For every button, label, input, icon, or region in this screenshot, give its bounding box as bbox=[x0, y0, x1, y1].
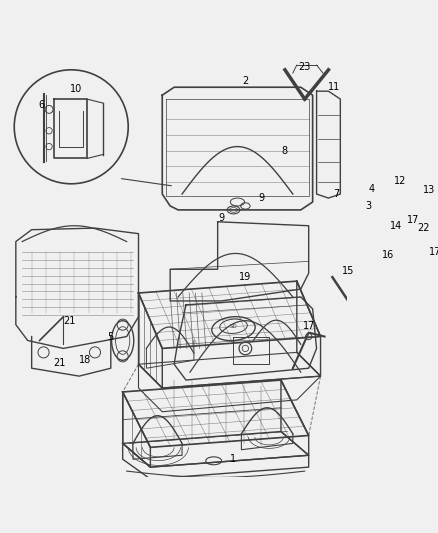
Text: 16: 16 bbox=[381, 250, 394, 260]
Text: 19: 19 bbox=[239, 272, 251, 282]
Text: 17: 17 bbox=[303, 321, 315, 331]
Text: 18: 18 bbox=[79, 356, 92, 365]
Text: 7: 7 bbox=[333, 189, 339, 199]
Text: 21: 21 bbox=[53, 358, 66, 368]
Text: 5: 5 bbox=[108, 332, 114, 342]
Text: 15: 15 bbox=[342, 266, 354, 276]
Text: SD: SD bbox=[230, 324, 237, 329]
Text: 4: 4 bbox=[369, 183, 375, 193]
Text: 13: 13 bbox=[423, 185, 435, 195]
Text: 12: 12 bbox=[393, 176, 406, 185]
Text: 17: 17 bbox=[407, 215, 419, 225]
Text: 14: 14 bbox=[390, 221, 402, 231]
Text: 17: 17 bbox=[429, 247, 438, 257]
Text: 3: 3 bbox=[365, 201, 371, 211]
Text: 10: 10 bbox=[70, 84, 82, 94]
Text: 11: 11 bbox=[328, 82, 340, 92]
Text: 6: 6 bbox=[38, 100, 44, 110]
Text: 9: 9 bbox=[219, 213, 225, 223]
Text: 22: 22 bbox=[417, 223, 430, 233]
Text: 8: 8 bbox=[282, 146, 288, 156]
Text: 23: 23 bbox=[299, 62, 311, 72]
Text: 21: 21 bbox=[64, 316, 76, 326]
Text: 1: 1 bbox=[230, 454, 237, 464]
Text: 9: 9 bbox=[258, 193, 264, 203]
Text: 2: 2 bbox=[242, 76, 248, 86]
